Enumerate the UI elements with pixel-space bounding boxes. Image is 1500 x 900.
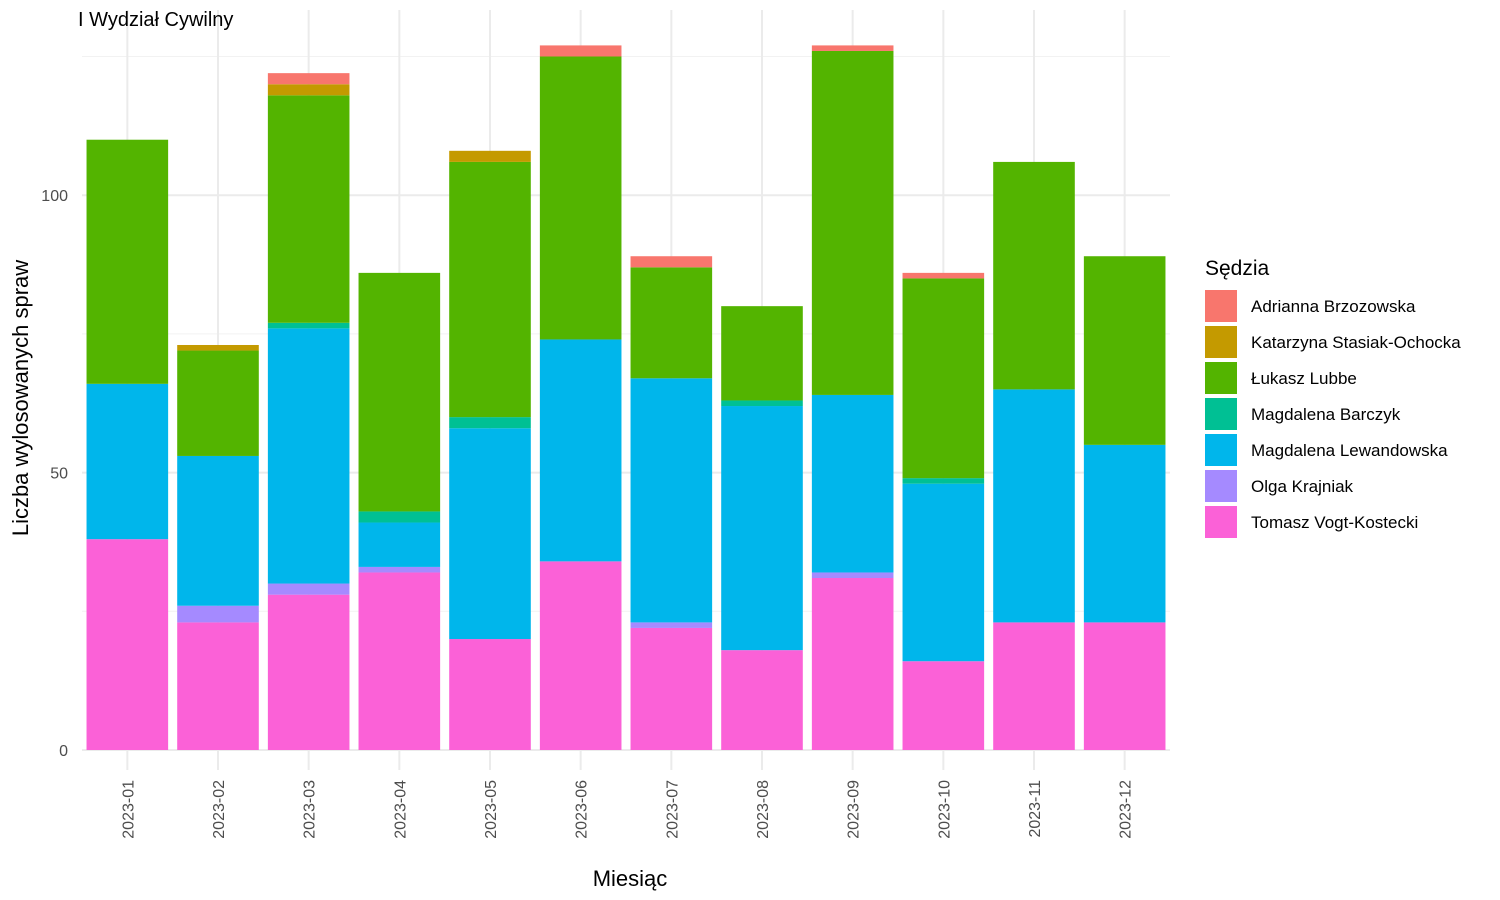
x-tick-label: 2023-06 xyxy=(574,780,591,839)
legend: Sędzia Adrianna Brzozowska Katarzyna Stas… xyxy=(1205,257,1461,538)
bar-segment xyxy=(177,605,259,623)
x-axis-title: Miesiąc xyxy=(593,866,668,891)
legend-swatch xyxy=(1205,398,1237,430)
bar-segment xyxy=(630,627,713,750)
bar-segment xyxy=(811,394,894,573)
bar-segment xyxy=(177,350,259,456)
legend-label: Magdalena Lewandowska xyxy=(1251,441,1448,460)
bar-segment xyxy=(449,428,531,640)
legend-label: Łukasz Lubbe xyxy=(1251,369,1357,388)
x-tick-label: 2023-11 xyxy=(1027,780,1044,838)
legend-label: Olga Krajniak xyxy=(1251,477,1354,496)
bar-segment xyxy=(721,650,803,750)
bar-segment xyxy=(267,84,350,96)
bar-segment xyxy=(358,272,441,512)
bar-segment xyxy=(267,73,350,85)
legend-swatch xyxy=(1205,434,1237,466)
bar-segment xyxy=(358,522,441,567)
x-tick-label: 2023-01 xyxy=(120,780,137,839)
bar-segment xyxy=(902,272,985,279)
y-axis-title: Liczba wylosowanych spraw xyxy=(8,260,33,536)
x-tick-label: 2023-07 xyxy=(664,780,681,839)
bar-segment xyxy=(630,256,713,268)
bar-segment xyxy=(902,483,985,662)
bar-segment xyxy=(721,406,803,651)
bar-segment xyxy=(811,45,894,51)
y-tick-label: 50 xyxy=(50,466,68,483)
bar-segment xyxy=(630,378,713,623)
bars xyxy=(86,45,1166,750)
x-tick-label: 2023-12 xyxy=(1118,780,1135,839)
bar-segment xyxy=(86,139,169,384)
bar-segment xyxy=(902,661,985,750)
legend-swatch xyxy=(1205,290,1237,322)
bar-segment xyxy=(358,511,441,523)
chart-title: I Wydział Cywilny xyxy=(78,9,233,31)
bar-segment xyxy=(539,339,622,562)
bar-segment xyxy=(267,322,350,329)
bar-segment xyxy=(993,161,1075,390)
legend-label: Katarzyna Stasiak-Ochocka xyxy=(1251,333,1461,352)
x-axis-ticks: 2023-01 2023-02 2023-03 2023-04 2023-05 2023-… xyxy=(120,780,1134,839)
bar-segment xyxy=(993,622,1075,750)
x-tick-label: 2023-05 xyxy=(483,780,500,839)
bar-segment xyxy=(630,622,713,628)
bar-segment xyxy=(811,578,894,750)
bar-segment xyxy=(630,267,713,379)
bar-segment xyxy=(358,572,441,750)
bar-segment xyxy=(539,45,622,57)
bar-segment xyxy=(993,389,1075,623)
x-tick-label: 2023-09 xyxy=(846,780,863,839)
legend-swatch xyxy=(1205,326,1237,358)
bar-segment xyxy=(267,328,350,584)
bar-segment xyxy=(358,566,441,573)
legend-swatch xyxy=(1205,362,1237,394)
bar-segment xyxy=(177,344,259,351)
bar-segment xyxy=(267,594,350,750)
bar-segment xyxy=(902,278,985,479)
bar-segment xyxy=(1083,444,1166,623)
bar-segment xyxy=(449,639,531,750)
bar-segment xyxy=(267,95,350,323)
bar-segment xyxy=(86,539,169,750)
bar-segment xyxy=(177,622,259,750)
x-tick-label: 2023-08 xyxy=(755,780,772,839)
bar-segment xyxy=(267,583,350,595)
bar-segment xyxy=(449,161,531,418)
x-tick-label: 2023-02 xyxy=(211,780,228,839)
y-tick-label: 0 xyxy=(59,743,68,760)
bar-segment xyxy=(1083,256,1166,445)
bar-segment xyxy=(86,383,169,540)
bar-segment xyxy=(811,50,894,395)
y-axis-ticks: 0 50 100 xyxy=(41,188,68,760)
bar-segment xyxy=(721,400,803,407)
bar-segment xyxy=(811,572,894,579)
legend-swatch xyxy=(1205,506,1237,538)
legend-label: Adrianna Brzozowska xyxy=(1251,297,1416,316)
legend-title: Sędzia xyxy=(1205,257,1270,280)
y-tick-label: 100 xyxy=(41,188,68,205)
x-tick-label: 2023-03 xyxy=(302,780,319,839)
bar-segment xyxy=(177,455,259,606)
legend-label: Magdalena Barczyk xyxy=(1251,405,1401,424)
bar-segment xyxy=(902,478,985,484)
bar-segment xyxy=(721,306,803,401)
bar-segment xyxy=(449,417,531,429)
bar-segment xyxy=(539,561,622,750)
legend-label: Tomasz Vogt-Kostecki xyxy=(1251,513,1418,532)
bar-segment xyxy=(449,150,531,162)
x-tick-label: 2023-10 xyxy=(936,780,953,839)
bar-segment xyxy=(1083,622,1166,750)
x-tick-label: 2023-04 xyxy=(392,780,409,839)
legend-swatch xyxy=(1205,470,1237,502)
bar-segment xyxy=(539,56,622,340)
